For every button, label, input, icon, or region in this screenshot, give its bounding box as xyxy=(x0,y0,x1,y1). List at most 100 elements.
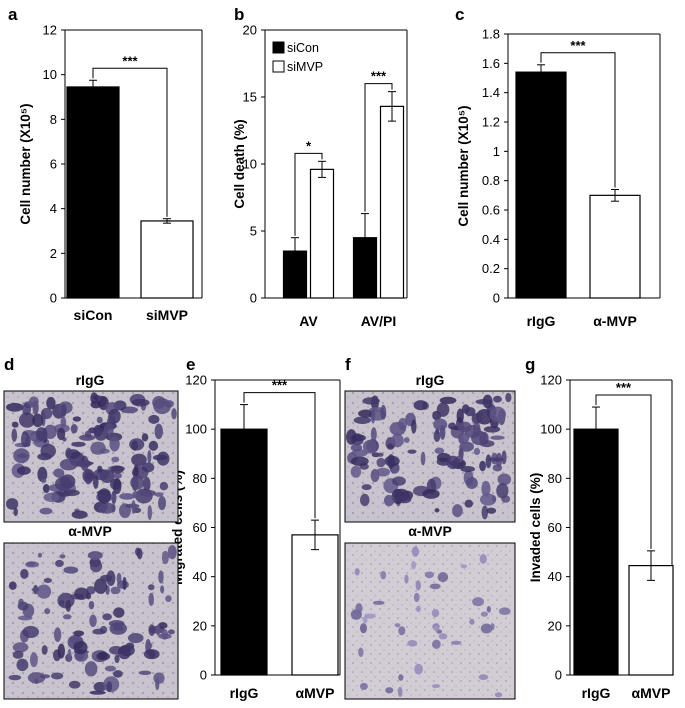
cell-blob xyxy=(40,407,53,420)
cell-blob xyxy=(73,640,88,655)
cell-blob xyxy=(65,447,73,460)
cell-blob xyxy=(496,483,509,499)
cell-blob xyxy=(141,433,149,442)
cell-blob xyxy=(103,423,114,436)
x-tick-label: siCon xyxy=(74,307,113,323)
cell-blob xyxy=(475,399,493,405)
legend-label-siMVP: siMVP xyxy=(287,60,323,74)
x-tick-label: AV xyxy=(299,313,318,329)
cell-blob xyxy=(63,489,80,497)
cell-blob xyxy=(32,413,44,428)
cell-blob xyxy=(446,455,460,470)
cell-blob xyxy=(148,592,154,606)
cell-blob xyxy=(42,484,50,494)
cell-blob xyxy=(82,469,95,483)
cell-blob xyxy=(131,453,147,467)
significance-label: *** xyxy=(371,69,387,84)
cell-blob xyxy=(130,475,145,490)
y-tick-label: 8 xyxy=(50,112,57,127)
bar-rIgG xyxy=(515,71,567,299)
cell-blob xyxy=(18,598,24,607)
cell-blob xyxy=(141,462,155,473)
micrograph-f-bottom-image xyxy=(344,542,516,700)
cell-blob xyxy=(73,630,85,637)
cell-blob xyxy=(53,468,65,478)
cell-blob xyxy=(489,406,506,423)
cell-blob xyxy=(407,640,418,647)
cell-blob xyxy=(434,508,440,513)
y-tick-label: 15 xyxy=(243,90,257,105)
cell-blob xyxy=(54,476,73,492)
cell-blob xyxy=(39,507,53,515)
cell-blob xyxy=(36,584,52,599)
cell-blob xyxy=(493,395,502,403)
y-tick-label: 0 xyxy=(555,668,562,683)
cell-blob xyxy=(438,633,448,640)
cell-blob xyxy=(456,408,464,424)
cell-blob xyxy=(46,396,56,410)
cell-blob xyxy=(60,416,67,428)
cell-blob xyxy=(472,597,485,607)
cell-blob xyxy=(411,546,420,557)
cell-blob xyxy=(494,692,503,698)
y-tick-label: 80 xyxy=(193,471,207,486)
cell-blob xyxy=(11,421,19,428)
bar-siMVP-AV xyxy=(309,168,335,299)
significance-bracket xyxy=(243,392,316,519)
cell-blob xyxy=(389,421,407,436)
cell-blob xyxy=(98,502,115,514)
cell-blob xyxy=(350,443,363,452)
cell-blob xyxy=(22,625,40,639)
significance-label: *** xyxy=(570,38,586,53)
y-tick-label: 100 xyxy=(540,422,562,437)
cell-blob xyxy=(155,624,161,636)
cell-blob xyxy=(148,584,155,591)
cell-blob xyxy=(161,550,169,565)
cell-blob xyxy=(148,440,159,451)
y-tick-label: 0.2 xyxy=(482,261,500,276)
bar-rIgG xyxy=(220,428,268,676)
cell-blob xyxy=(88,600,95,610)
cell-blob xyxy=(358,647,364,657)
cell-blob xyxy=(398,674,404,681)
y-tick-label: 0.4 xyxy=(482,232,500,247)
cell-blob xyxy=(106,681,113,693)
cell-blob xyxy=(138,489,156,497)
significance-label: *** xyxy=(122,53,138,68)
cell-blob xyxy=(422,488,440,499)
cell-blob xyxy=(154,423,163,440)
cell-blob xyxy=(448,422,457,430)
cell-blob xyxy=(486,507,497,514)
cell-blob xyxy=(377,452,384,457)
cell-blob xyxy=(89,559,103,573)
significance-label: *** xyxy=(272,378,288,393)
micrograph-f: rIgG α-MVP xyxy=(344,372,516,700)
cell-blob xyxy=(25,561,39,568)
cell-blob xyxy=(93,475,99,489)
cell-blob xyxy=(473,447,481,456)
micrograph-f-bottom-label: α-MVP xyxy=(408,523,452,539)
cell-blob xyxy=(8,581,17,590)
cell-blob xyxy=(110,586,121,595)
cell-blob xyxy=(384,455,400,467)
cell-blob xyxy=(27,672,46,684)
cell-blob xyxy=(391,433,404,448)
cell-blob xyxy=(84,430,92,439)
cell-blob xyxy=(370,427,377,442)
cell-blob xyxy=(131,440,139,451)
cell-blob xyxy=(89,690,106,695)
y-tick-label: 0 xyxy=(200,668,207,683)
y-tick-label: 20 xyxy=(243,23,257,38)
cell-blob xyxy=(113,670,123,678)
cell-blob xyxy=(69,637,82,643)
cell-blob xyxy=(22,403,32,416)
cell-blob xyxy=(372,600,385,605)
cell-blob xyxy=(16,466,31,475)
legend-swatch-siMVP xyxy=(272,60,285,73)
cell-blob xyxy=(411,419,417,434)
cell-blob xyxy=(59,599,65,607)
cell-blob xyxy=(436,402,450,417)
cell-blob xyxy=(486,606,491,613)
cell-blob xyxy=(361,484,372,491)
